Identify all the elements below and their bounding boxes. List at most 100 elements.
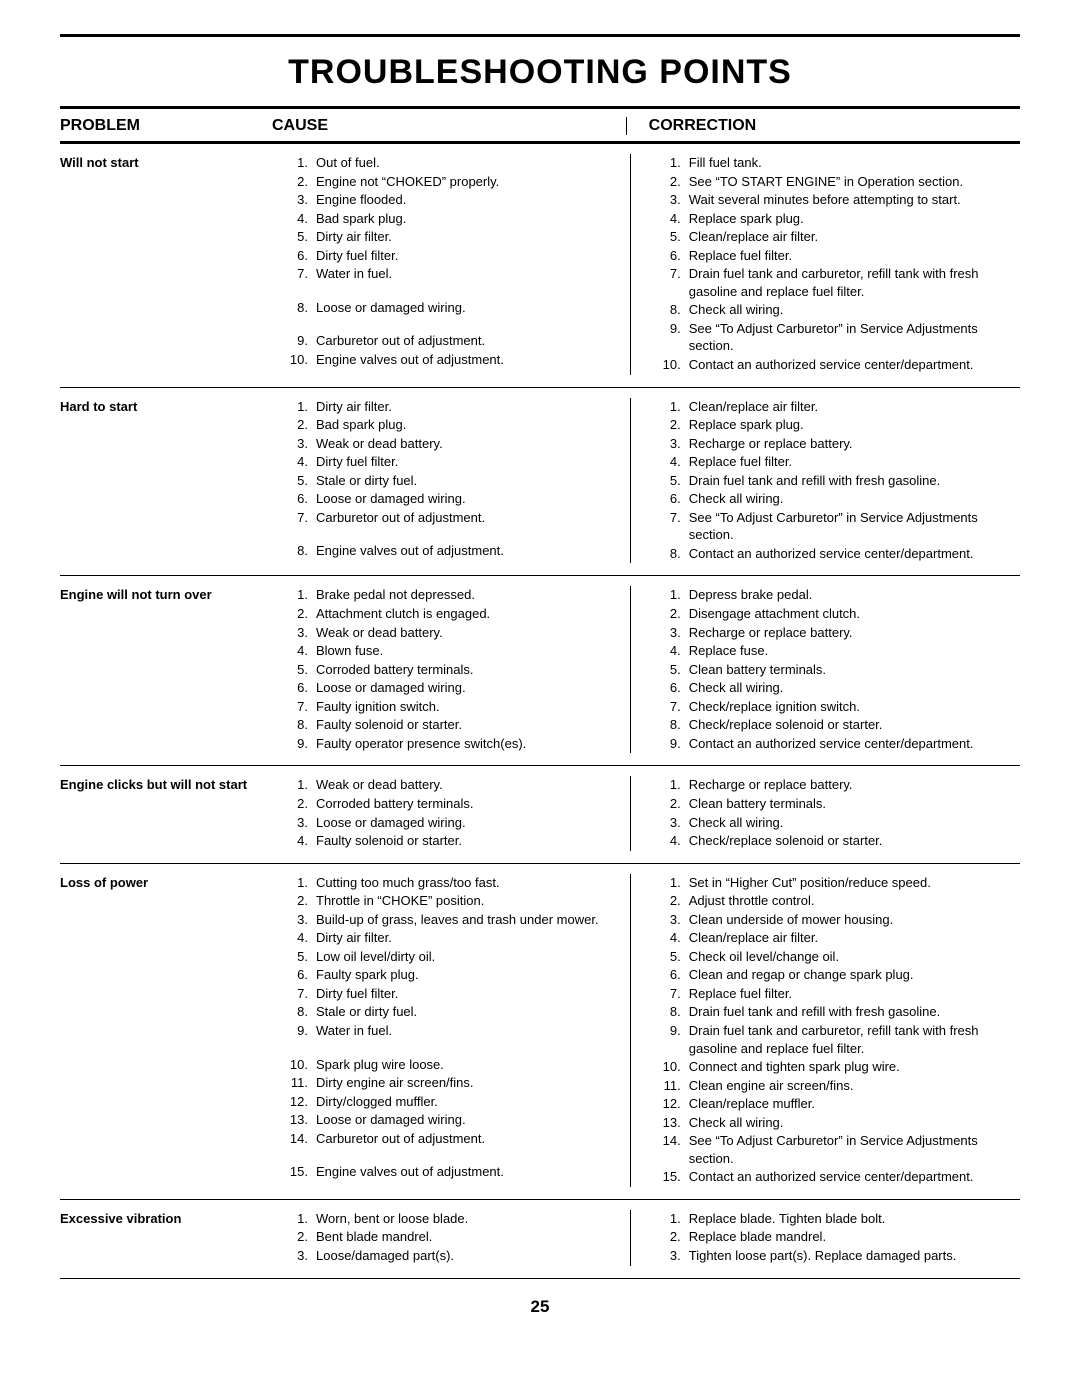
- cause-item: Faulty operator presence switch(es).: [280, 735, 610, 753]
- correction-item: Recharge or replace battery.: [653, 435, 1000, 453]
- cause-item: Corroded battery terminals.: [280, 795, 610, 813]
- troubleshooting-row: Engine clicks but will not startWeak or …: [60, 766, 1020, 862]
- cause-item: Spark plug wire loose.: [280, 1056, 610, 1074]
- correction-column: Depress brake pedal.Disengage attachment…: [631, 586, 1020, 753]
- correction-item: Clean/replace air filter.: [653, 929, 1000, 947]
- correction-item: Drain fuel tank and refill with fresh ga…: [653, 1003, 1000, 1021]
- cause-item: Out of fuel.: [280, 154, 610, 172]
- cause-item: Loose or damaged wiring.: [280, 814, 610, 832]
- cause-item: Attachment clutch is engaged.: [280, 605, 610, 623]
- header-problem: PROBLEM: [60, 117, 250, 135]
- page-title: TROUBLESHOOTING POINTS: [60, 53, 1020, 92]
- correction-item: Check oil level/change oil.: [653, 948, 1000, 966]
- cause-item: Dirty fuel filter.: [280, 985, 610, 1003]
- correction-item: Check all wiring.: [653, 814, 1000, 832]
- cause-item: Weak or dead battery.: [280, 435, 610, 453]
- correction-item: Check/replace ignition switch.: [653, 698, 1000, 716]
- header-correction: CORRECTION: [627, 117, 1020, 135]
- correction-item: Clean/replace air filter.: [653, 398, 1000, 416]
- correction-item: Drain fuel tank and carburetor, refill t…: [653, 265, 1000, 300]
- cause-item: Brake pedal not depressed.: [280, 586, 610, 604]
- correction-item: Check all wiring.: [653, 301, 1000, 319]
- table-header-row: PROBLEM CAUSE CORRECTION: [60, 109, 1020, 141]
- page-number: 25: [60, 1297, 1020, 1317]
- cause-column: Weak or dead battery.Corroded battery te…: [258, 776, 631, 850]
- correction-item: Connect and tighten spark plug wire.: [653, 1058, 1000, 1076]
- cause-item: Dirty air filter.: [280, 929, 610, 947]
- cause-item: Engine flooded.: [280, 191, 610, 209]
- troubleshooting-row: Hard to startDirty air filter.Bad spark …: [60, 388, 1020, 576]
- correction-item: Contact an authorized service center/dep…: [653, 1168, 1000, 1186]
- cause-item: Faulty ignition switch.: [280, 698, 610, 716]
- cause-item: Loose or damaged wiring.: [280, 490, 610, 508]
- cause-item: Water in fuel.: [280, 1022, 610, 1040]
- correction-item: Wait several minutes before attempting t…: [653, 191, 1000, 209]
- correction-item: Replace fuel filter.: [653, 985, 1000, 1003]
- cause-item: Carburetor out of adjustment.: [280, 332, 610, 350]
- correction-item: See “To Adjust Carburetor” in Service Ad…: [653, 509, 1000, 544]
- cause-item: Dirty/clogged muffler.: [280, 1093, 610, 1111]
- cause-item: Dirty fuel filter.: [280, 453, 610, 471]
- cause-item: Loose or damaged wiring.: [280, 1111, 610, 1129]
- correction-item: Contact an authorized service center/dep…: [653, 356, 1000, 374]
- cause-column: Dirty air filter.Bad spark plug.Weak or …: [258, 398, 631, 564]
- cause-item: Water in fuel.: [280, 265, 610, 283]
- correction-item: Check/replace solenoid or starter.: [653, 832, 1000, 850]
- correction-column: Fill fuel tank.See “TO START ENGINE” in …: [631, 154, 1020, 375]
- correction-item: Replace spark plug.: [653, 210, 1000, 228]
- troubleshooting-row: Engine will not turn over Brake pedal not…: [60, 576, 1020, 765]
- cause-item: Dirty engine air screen/fins.: [280, 1074, 610, 1092]
- cause-item: Carburetor out of adjustment.: [280, 1130, 610, 1148]
- correction-item: Clean engine air screen/fins.: [653, 1077, 1000, 1095]
- cause-item: Faulty solenoid or starter.: [280, 716, 610, 734]
- sections-container: Will not start Out of fuel.Engine not “CH…: [60, 144, 1020, 1279]
- cause-item: Loose or damaged wiring.: [280, 299, 610, 317]
- correction-item: Drain fuel tank and carburetor, refill t…: [653, 1022, 1000, 1057]
- cause-item: Faulty spark plug.: [280, 966, 610, 984]
- correction-item: Replace fuse.: [653, 642, 1000, 660]
- troubleshooting-row: Will not start Out of fuel.Engine not “CH…: [60, 144, 1020, 387]
- cause-item: Dirty air filter.: [280, 228, 610, 246]
- problem-label: Engine will not turn over: [60, 586, 258, 753]
- correction-column: Set in “Higher Cut” position/reduce spee…: [631, 874, 1020, 1187]
- correction-item: Adjust throttle control.: [653, 892, 1000, 910]
- correction-item: Clean underside of mower housing.: [653, 911, 1000, 929]
- correction-item: Contact an authorized service center/dep…: [653, 735, 1000, 753]
- cause-item: Engine valves out of adjustment.: [280, 351, 610, 369]
- cause-item: Bent blade mandrel.: [280, 1228, 610, 1246]
- cause-item: Loose/damaged part(s).: [280, 1247, 610, 1265]
- correction-column: Replace blade. Tighten blade bolt.Replac…: [631, 1210, 1020, 1266]
- correction-item: Contact an authorized service center/dep…: [653, 545, 1000, 563]
- problem-label: Will not start: [60, 154, 258, 375]
- cause-item: Weak or dead battery.: [280, 776, 610, 794]
- correction-item: Clean/replace air filter.: [653, 228, 1000, 246]
- correction-item: Depress brake pedal.: [653, 586, 1000, 604]
- cause-item: Bad spark plug.: [280, 416, 610, 434]
- cause-item: Faulty solenoid or starter.: [280, 832, 610, 850]
- correction-item: Drain fuel tank and refill with fresh ga…: [653, 472, 1000, 490]
- troubleshooting-row: Loss of powerCutting too much grass/too …: [60, 864, 1020, 1199]
- cause-item: Engine valves out of adjustment.: [280, 542, 610, 560]
- troubleshooting-row: Excessive vibrationWorn, bent or loose b…: [60, 1200, 1020, 1278]
- correction-item: Replace blade mandrel.: [653, 1228, 1000, 1246]
- correction-item: Recharge or replace battery.: [653, 776, 1000, 794]
- cause-item: Stale or dirty fuel.: [280, 472, 610, 490]
- correction-column: Clean/replace air filter.Replace spark p…: [631, 398, 1020, 564]
- cause-column: Worn, bent or loose blade.Bent blade man…: [258, 1210, 631, 1266]
- correction-item: See “To Adjust Carburetor” in Service Ad…: [653, 320, 1000, 355]
- cause-column: Cutting too much grass/too fast.Throttle…: [258, 874, 631, 1187]
- cause-item: Carburetor out of adjustment.: [280, 509, 610, 527]
- cause-item: Bad spark plug.: [280, 210, 610, 228]
- correction-item: Check all wiring.: [653, 490, 1000, 508]
- correction-item: Clean/replace muffler.: [653, 1095, 1000, 1113]
- cause-item: Low oil level/dirty oil.: [280, 948, 610, 966]
- correction-item: Clean and regap or change spark plug.: [653, 966, 1000, 984]
- top-rule: [60, 34, 1020, 37]
- correction-item: Recharge or replace battery.: [653, 624, 1000, 642]
- cause-item: Worn, bent or loose blade.: [280, 1210, 610, 1228]
- correction-item: Check all wiring.: [653, 1114, 1000, 1132]
- problem-label: Loss of power: [60, 874, 258, 1187]
- correction-item: Clean battery terminals.: [653, 661, 1000, 679]
- cause-item: Engine valves out of adjustment.: [280, 1163, 610, 1181]
- cause-item: Engine not “CHOKED” properly.: [280, 173, 610, 191]
